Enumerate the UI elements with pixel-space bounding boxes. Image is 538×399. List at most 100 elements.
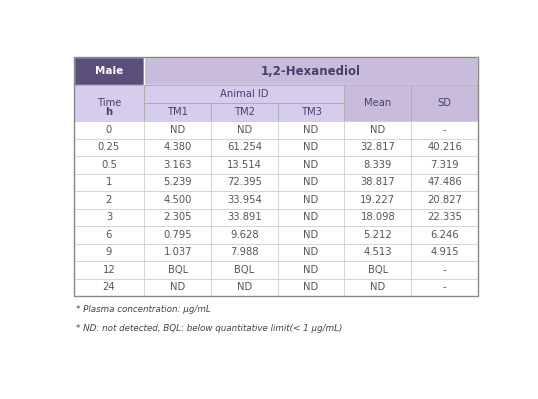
- Bar: [278, 209, 344, 226]
- Text: 33.891: 33.891: [227, 212, 262, 222]
- Bar: [211, 261, 278, 279]
- Bar: [74, 261, 144, 279]
- Bar: [74, 121, 144, 138]
- Text: 0.795: 0.795: [164, 230, 192, 240]
- Bar: [344, 156, 411, 174]
- Bar: [344, 243, 411, 261]
- Bar: [144, 174, 211, 191]
- Text: 5.212: 5.212: [364, 230, 392, 240]
- Text: ND: ND: [170, 282, 185, 292]
- Text: 47.486: 47.486: [427, 177, 462, 187]
- Bar: [344, 138, 411, 156]
- Text: -: -: [443, 265, 447, 275]
- Bar: [74, 279, 144, 296]
- Text: ND: ND: [237, 125, 252, 135]
- Bar: [344, 279, 411, 296]
- Bar: [144, 138, 211, 156]
- Bar: [144, 209, 211, 226]
- Bar: [144, 226, 211, 243]
- Text: Animal ID: Animal ID: [220, 89, 268, 99]
- Bar: [74, 138, 144, 156]
- Text: 7.988: 7.988: [230, 247, 259, 257]
- Text: ND: ND: [303, 125, 318, 135]
- Bar: [411, 261, 478, 279]
- Text: ND: ND: [303, 160, 318, 170]
- Text: 72.395: 72.395: [227, 177, 262, 187]
- Bar: [278, 191, 344, 209]
- Bar: [74, 243, 144, 261]
- Bar: [411, 174, 478, 191]
- Text: BQL: BQL: [235, 265, 254, 275]
- Text: 20.827: 20.827: [427, 195, 462, 205]
- Text: 61.254: 61.254: [227, 142, 262, 152]
- Text: 18.098: 18.098: [360, 212, 395, 222]
- Bar: [411, 191, 478, 209]
- Text: 0.25: 0.25: [98, 142, 120, 152]
- Text: 0.5: 0.5: [101, 160, 117, 170]
- Bar: [74, 156, 144, 174]
- Bar: [144, 191, 211, 209]
- Text: -: -: [443, 282, 447, 292]
- Bar: [211, 226, 278, 243]
- Text: ND: ND: [170, 125, 185, 135]
- Text: 22.335: 22.335: [427, 212, 462, 222]
- Bar: [144, 57, 478, 85]
- Text: h: h: [105, 107, 112, 117]
- Bar: [74, 57, 144, 85]
- Bar: [211, 279, 278, 296]
- Text: 4.380: 4.380: [164, 142, 192, 152]
- Text: ND: ND: [303, 230, 318, 240]
- Text: ND: ND: [303, 142, 318, 152]
- Text: 4.513: 4.513: [364, 247, 392, 257]
- Bar: [278, 279, 344, 296]
- Text: ND: ND: [303, 265, 318, 275]
- Bar: [278, 226, 344, 243]
- Bar: [278, 261, 344, 279]
- Bar: [211, 103, 278, 121]
- Text: 1,2-Hexanediol: 1,2-Hexanediol: [261, 65, 361, 78]
- Bar: [74, 174, 144, 191]
- Bar: [278, 103, 344, 121]
- Text: TM1: TM1: [167, 107, 188, 117]
- Bar: [344, 226, 411, 243]
- Bar: [411, 243, 478, 261]
- Bar: [411, 226, 478, 243]
- Bar: [344, 191, 411, 209]
- Bar: [211, 191, 278, 209]
- Text: 3: 3: [106, 212, 112, 222]
- Bar: [144, 279, 211, 296]
- Text: 7.319: 7.319: [430, 160, 459, 170]
- Text: ND: ND: [303, 177, 318, 187]
- Text: SD: SD: [437, 98, 451, 108]
- Bar: [211, 156, 278, 174]
- Bar: [278, 174, 344, 191]
- Text: 8.339: 8.339: [364, 160, 392, 170]
- Bar: [74, 209, 144, 226]
- Text: 9.628: 9.628: [230, 230, 259, 240]
- Text: ND: ND: [303, 282, 318, 292]
- Bar: [411, 279, 478, 296]
- Bar: [344, 261, 411, 279]
- Text: 4.915: 4.915: [430, 247, 459, 257]
- Text: 5.239: 5.239: [164, 177, 192, 187]
- Bar: [144, 156, 211, 174]
- Text: TM3: TM3: [301, 107, 322, 117]
- Text: 33.954: 33.954: [227, 195, 262, 205]
- Bar: [344, 174, 411, 191]
- Text: Mean: Mean: [364, 98, 392, 108]
- Bar: [344, 85, 411, 121]
- Text: 12: 12: [103, 265, 115, 275]
- Bar: [411, 156, 478, 174]
- Text: ND: ND: [237, 282, 252, 292]
- Text: TM2: TM2: [234, 107, 255, 117]
- Bar: [74, 57, 478, 296]
- Text: Male: Male: [95, 66, 123, 76]
- Bar: [211, 121, 278, 138]
- Text: 1.037: 1.037: [164, 247, 192, 257]
- Bar: [278, 156, 344, 174]
- Bar: [411, 209, 478, 226]
- Text: 2: 2: [105, 195, 112, 205]
- Text: 13.514: 13.514: [227, 160, 262, 170]
- Bar: [144, 261, 211, 279]
- Text: 19.227: 19.227: [360, 195, 395, 205]
